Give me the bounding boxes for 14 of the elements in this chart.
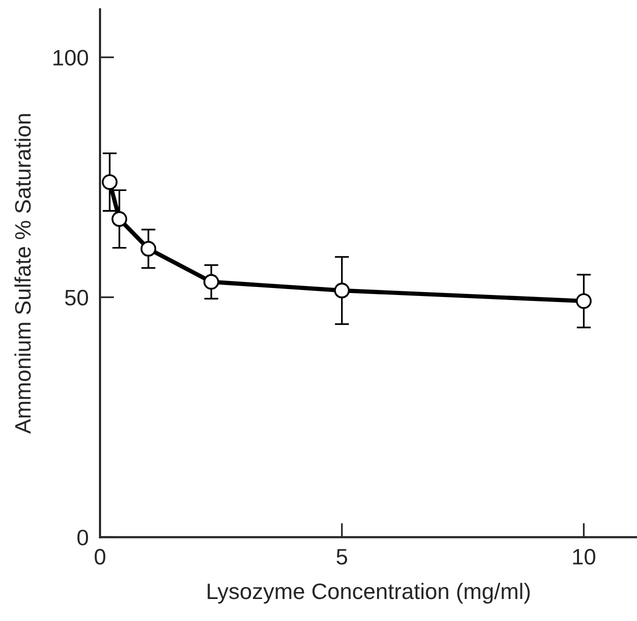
- x-tick-label: 10: [573, 548, 596, 565]
- y-tick-label: 0: [77, 530, 88, 546]
- y-tick-label: 100: [54, 50, 88, 66]
- point: [102, 174, 118, 190]
- x-tick-label: 0: [94, 548, 106, 565]
- x-axis-title: Lysozyme Concentration (mg/ml): [208, 582, 530, 604]
- x-tick-label: 5: [336, 549, 348, 565]
- y-tick-label: 50: [65, 290, 88, 306]
- y-axis-title: Ammonium Sulfate % Saturation: [14, 114, 31, 434]
- point: [112, 211, 128, 227]
- point: [140, 240, 156, 257]
- point: [334, 282, 350, 298]
- point: [576, 293, 592, 309]
- point: [203, 274, 220, 290]
